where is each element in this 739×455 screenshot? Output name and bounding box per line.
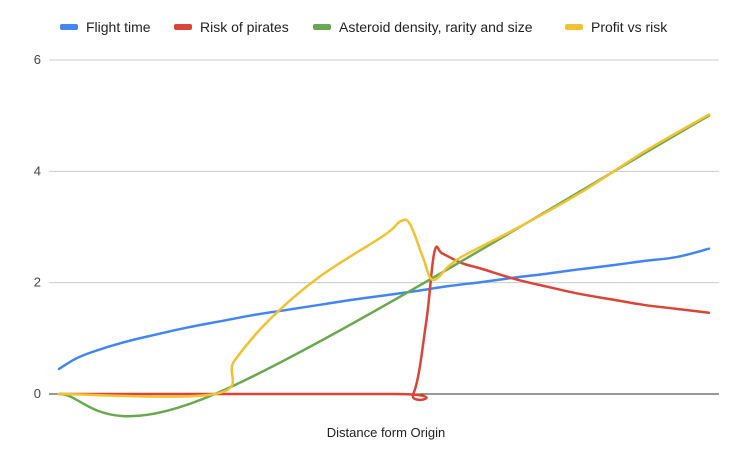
legend-swatch	[60, 24, 78, 30]
legend-swatch	[174, 24, 192, 30]
y-tick-label: 2	[34, 275, 41, 290]
legend-label: Asteroid density, rarity and size	[339, 19, 533, 35]
legend-item[interactable]: Asteroid density, rarity and size	[313, 19, 533, 35]
legend-swatch	[565, 24, 583, 30]
legend-item[interactable]: Profit vs risk	[565, 19, 668, 35]
gridlines	[49, 59, 719, 284]
legend-item[interactable]: Risk of pirates	[174, 19, 289, 35]
legend: Flight time Risk of pirates Asteroid densi…	[60, 19, 668, 35]
legend-item[interactable]: Flight time	[60, 19, 151, 35]
legend-label: Flight time	[86, 19, 151, 35]
y-axis-ticks: 0 2 4 6	[34, 52, 41, 401]
y-tick-label: 6	[34, 52, 41, 67]
series-line-1	[57, 247, 711, 371]
series-line-2	[57, 245, 711, 402]
series-lines	[57, 113, 711, 418]
series-line-4	[57, 113, 711, 398]
y-tick-label: 4	[34, 163, 41, 178]
legend-label: Risk of pirates	[200, 19, 289, 35]
legend-label: Profit vs risk	[591, 19, 668, 35]
legend-swatch	[313, 24, 331, 30]
y-tick-label: 0	[34, 386, 41, 401]
x-axis-title: Distance form Origin	[327, 425, 445, 440]
